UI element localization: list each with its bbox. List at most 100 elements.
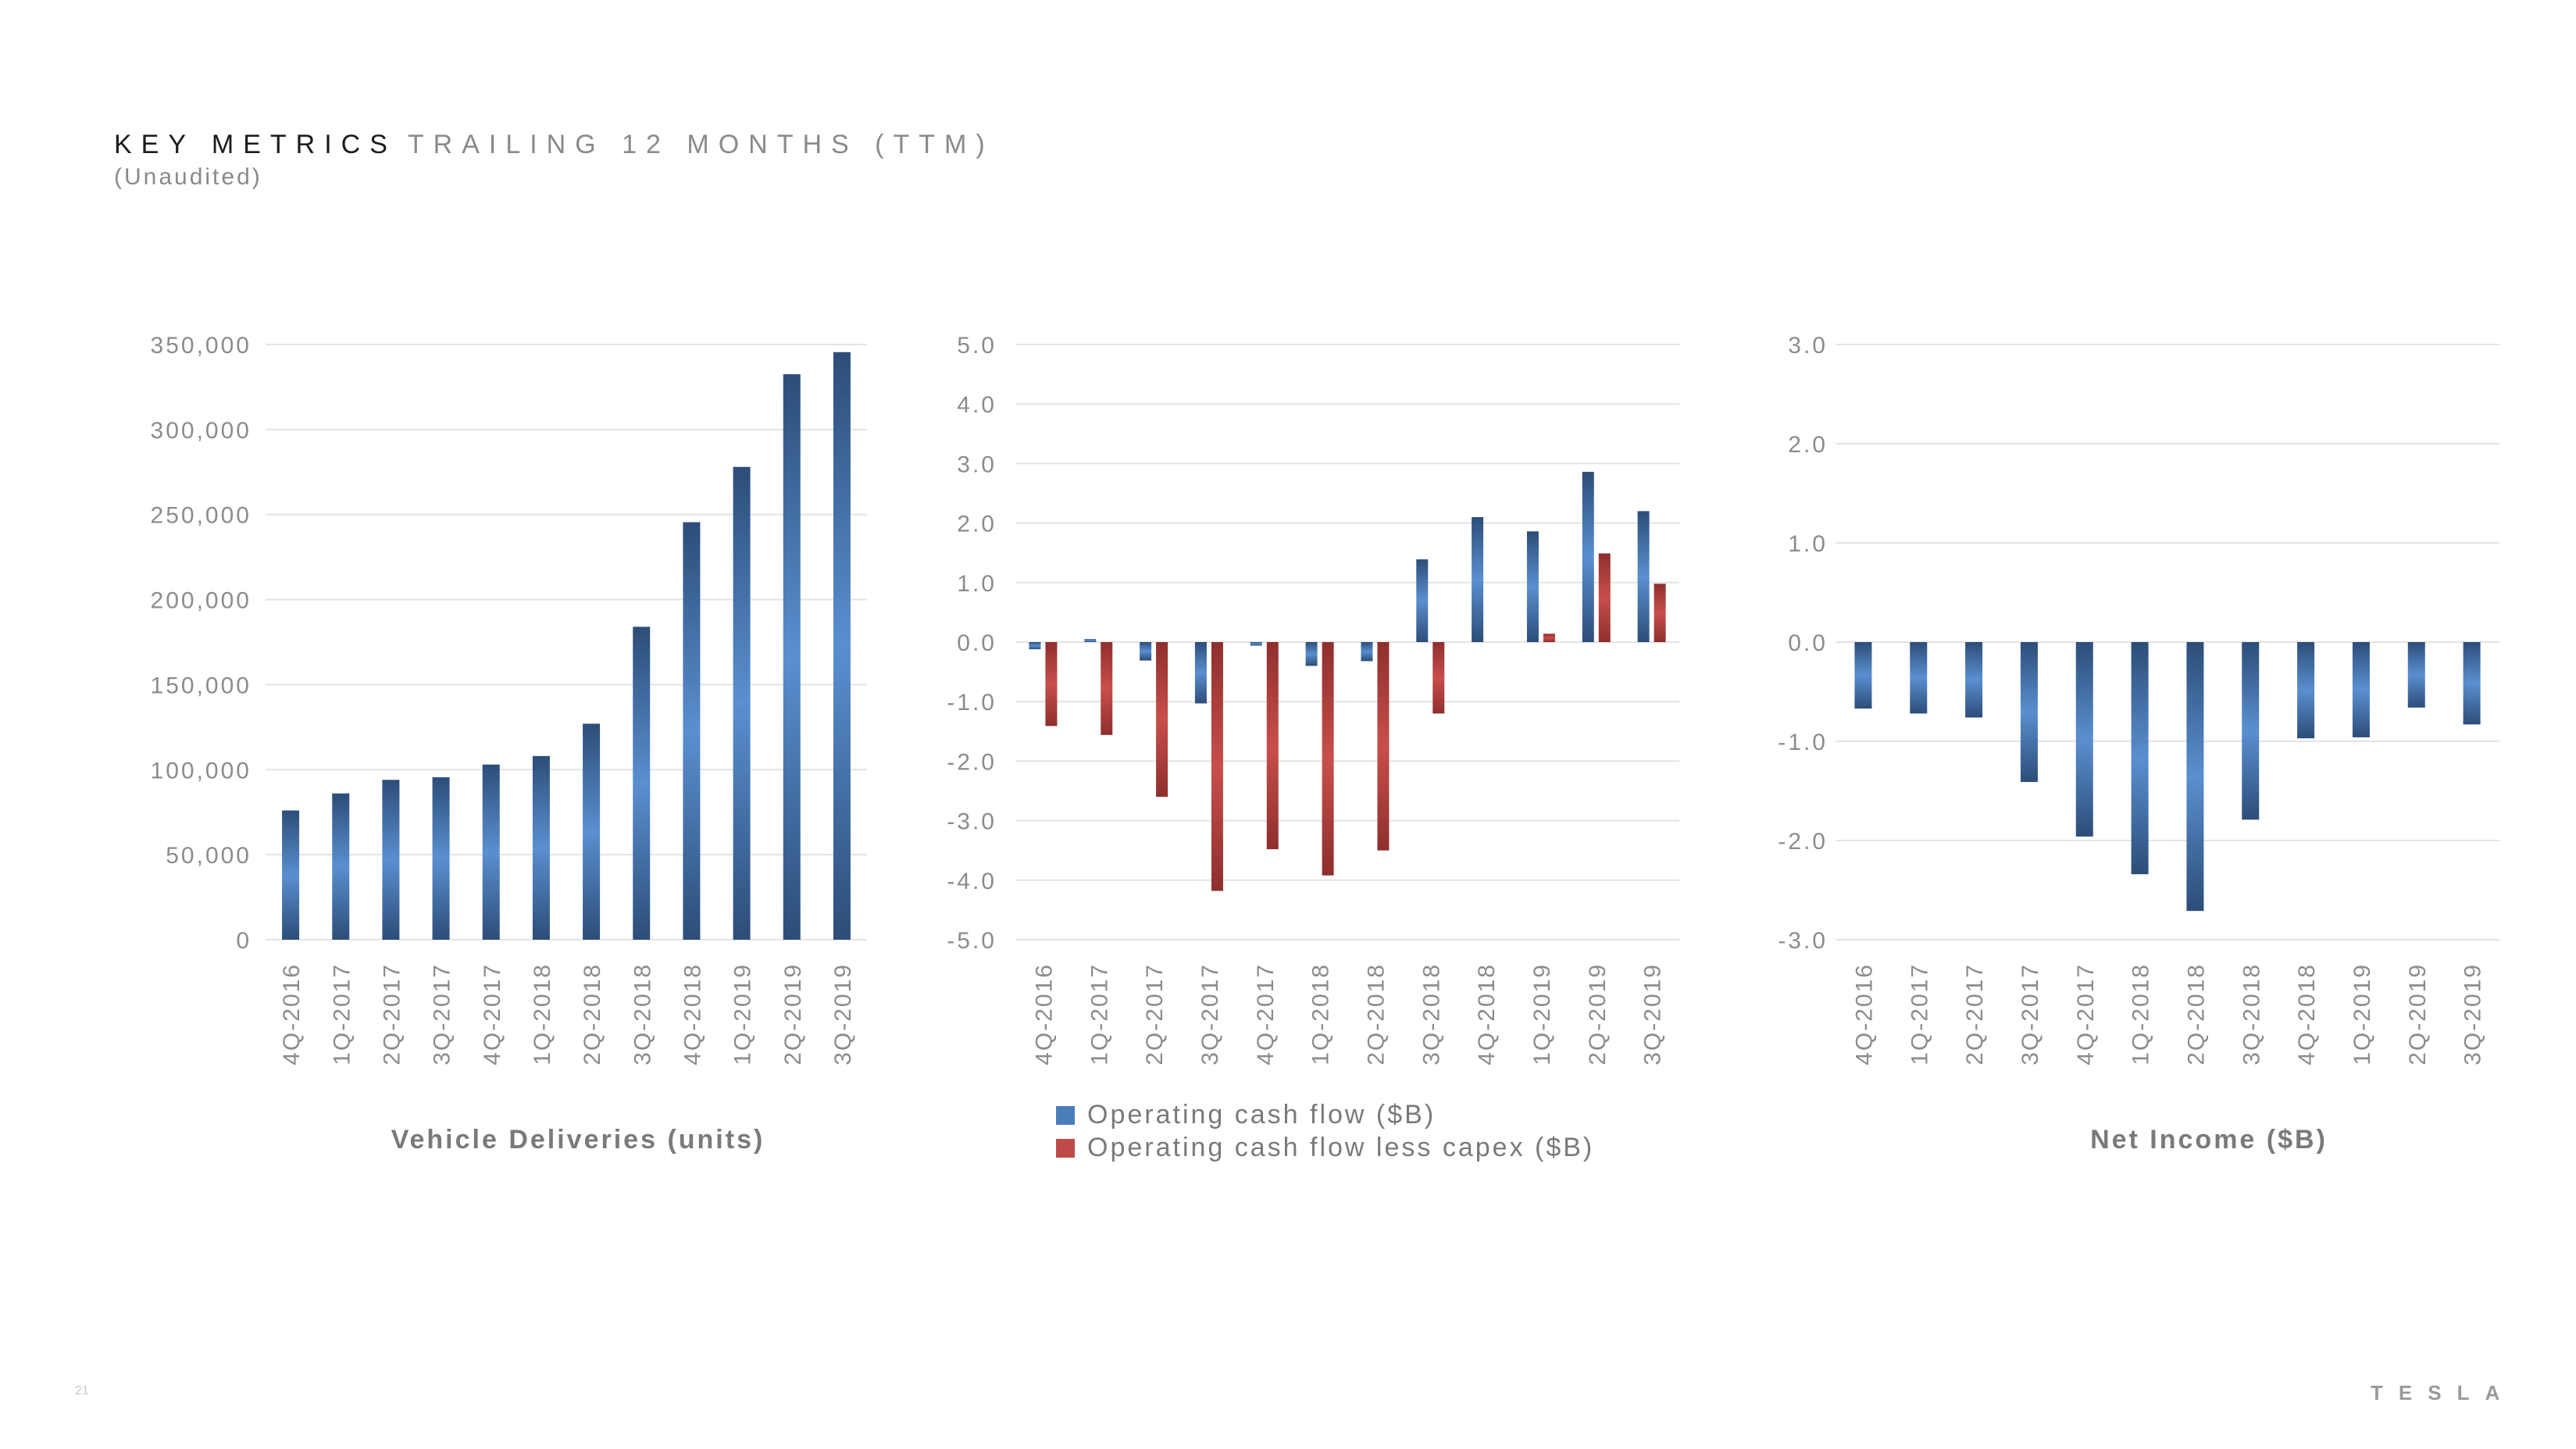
bar — [432, 777, 450, 940]
x-tick-label: 2Q-2019 — [2405, 963, 2431, 1065]
x-tick-label: 2Q-2018 — [580, 963, 605, 1065]
y-tick-label: 3.0 — [957, 451, 997, 477]
x-tick-label: 3Q-2018 — [1418, 963, 1444, 1065]
chart-title: Vehicle Deliveries (units) — [391, 1125, 765, 1155]
bar — [1140, 642, 1152, 661]
y-tick-label: 250,000 — [151, 503, 252, 529]
y-tick-label: 150,000 — [151, 673, 252, 698]
chart-1: 0 50,000 100,000 150,000 200,000 250,000 300,0… — [151, 333, 867, 1155]
bar — [1582, 472, 1594, 642]
bar — [1305, 642, 1318, 666]
bar — [2297, 642, 2315, 739]
y-tick-label: -2.0 — [1778, 829, 1828, 855]
bar — [2407, 642, 2425, 708]
bar — [1910, 642, 1928, 714]
y-tick-label: 0 — [236, 928, 252, 954]
bar — [1432, 642, 1445, 714]
bar — [1101, 642, 1113, 735]
bar — [1194, 642, 1207, 704]
y-tick-label: 50,000 — [166, 843, 252, 869]
bar — [2075, 642, 2093, 837]
bar — [2352, 642, 2370, 737]
chart-2: -5.0 -4.0 -3.0 -2.0 -1.0 0.0 1.0 2.0 3.0 4.0 5.0 4Q… — [947, 333, 1679, 1162]
x-tick-label: 2Q-2018 — [1363, 963, 1389, 1065]
y-tick-label: -3.0 — [947, 809, 997, 835]
x-tick-label: 1Q-2018 — [530, 963, 555, 1065]
x-tick-label: 2Q-2019 — [780, 963, 806, 1065]
chart-title: Net Income ($B) — [2090, 1125, 2328, 1155]
bar — [1965, 642, 1983, 718]
legend-label: Operating cash flow ($B) — [1087, 1100, 1436, 1130]
y-tick-label: 4.0 — [957, 392, 997, 418]
bar — [1598, 553, 1611, 642]
x-tick-label: 1Q-2017 — [1907, 963, 1932, 1065]
bar — [1654, 584, 1666, 642]
bar — [532, 755, 550, 940]
bar — [482, 764, 500, 940]
x-tick-label: 3Q-2018 — [2239, 963, 2264, 1065]
x-tick-label: 1Q-2018 — [2128, 963, 2154, 1065]
x-tick-label: 1Q-2019 — [730, 963, 756, 1065]
x-tick-label: 3Q-2018 — [630, 963, 655, 1065]
bar — [1266, 642, 1279, 850]
x-tick-label: 2Q-2017 — [1142, 963, 1168, 1065]
y-tick-label: 3.0 — [1788, 333, 1828, 359]
x-tick-label: 4Q-2016 — [279, 963, 305, 1065]
y-tick-label: 2.0 — [957, 512, 997, 537]
x-tick-label: 2Q-2018 — [2183, 963, 2209, 1065]
bar — [332, 793, 350, 940]
x-tick-label: 2Q-2017 — [1962, 963, 1988, 1065]
bar — [1156, 642, 1168, 798]
title-main: KEY METRICS — [114, 130, 397, 159]
legend-swatch — [1056, 1106, 1075, 1125]
bar — [1084, 639, 1097, 642]
bar — [2131, 642, 2149, 875]
y-tick-label: -5.0 — [947, 928, 997, 954]
x-tick-label: 4Q-2017 — [1253, 963, 1279, 1065]
y-tick-label: 1.0 — [1788, 531, 1828, 557]
x-tick-label: 4Q-2016 — [1851, 963, 1877, 1065]
bar — [282, 810, 300, 940]
y-tick-label: -3.0 — [1778, 928, 1828, 954]
y-tick-label: -1.0 — [947, 690, 997, 716]
x-tick-label: 4Q-2018 — [1474, 963, 1500, 1065]
bar — [2463, 642, 2481, 725]
x-tick-label: 3Q-2017 — [2018, 963, 2043, 1065]
x-tick-label: 2Q-2017 — [379, 963, 405, 1065]
x-tick-label: 4Q-2018 — [680, 963, 705, 1065]
y-tick-label: 1.0 — [957, 571, 997, 597]
bar — [833, 352, 851, 940]
x-tick-label: 3Q-2019 — [2460, 963, 2486, 1065]
bar — [1526, 531, 1539, 642]
legend-label: Operating cash flow less capex ($B) — [1087, 1133, 1594, 1162]
bar — [583, 723, 601, 940]
bar — [1543, 633, 1555, 642]
y-tick-label: -4.0 — [947, 869, 997, 894]
bar — [2186, 642, 2204, 912]
bar — [1322, 642, 1334, 876]
y-tick-label: 300,000 — [151, 418, 252, 444]
x-tick-label: 1Q-2018 — [1308, 963, 1334, 1065]
y-tick-label: -2.0 — [947, 749, 997, 775]
y-tick-label: 2.0 — [1788, 432, 1828, 458]
chart-3: -3.0 -2.0 -1.0 0.0 1.0 2.0 3.0 4Q-2016 1Q-2017 2Q… — [1778, 333, 2499, 1155]
bar — [1854, 642, 1872, 709]
bar — [1250, 642, 1262, 646]
x-tick-label: 1Q-2019 — [2349, 963, 2375, 1065]
x-tick-label: 4Q-2017 — [2073, 963, 2099, 1065]
bar — [1377, 642, 1390, 851]
bar — [1211, 642, 1223, 891]
x-tick-label: 1Q-2017 — [1086, 963, 1112, 1065]
bar — [1361, 642, 1373, 662]
title-sub: TRAILING 12 MONTHS (TTM) — [407, 130, 994, 159]
bar — [2020, 642, 2038, 783]
bar — [1637, 511, 1650, 642]
bar — [733, 466, 751, 940]
page-number: 21 — [75, 1384, 89, 1397]
x-tick-label: 1Q-2017 — [329, 963, 355, 1065]
y-tick-label: 5.0 — [957, 333, 997, 359]
bar — [1472, 516, 1484, 642]
bar — [1416, 559, 1429, 642]
page-title: KEY METRICS TRAILING 12 MONTHS (TTM) — [114, 130, 994, 160]
